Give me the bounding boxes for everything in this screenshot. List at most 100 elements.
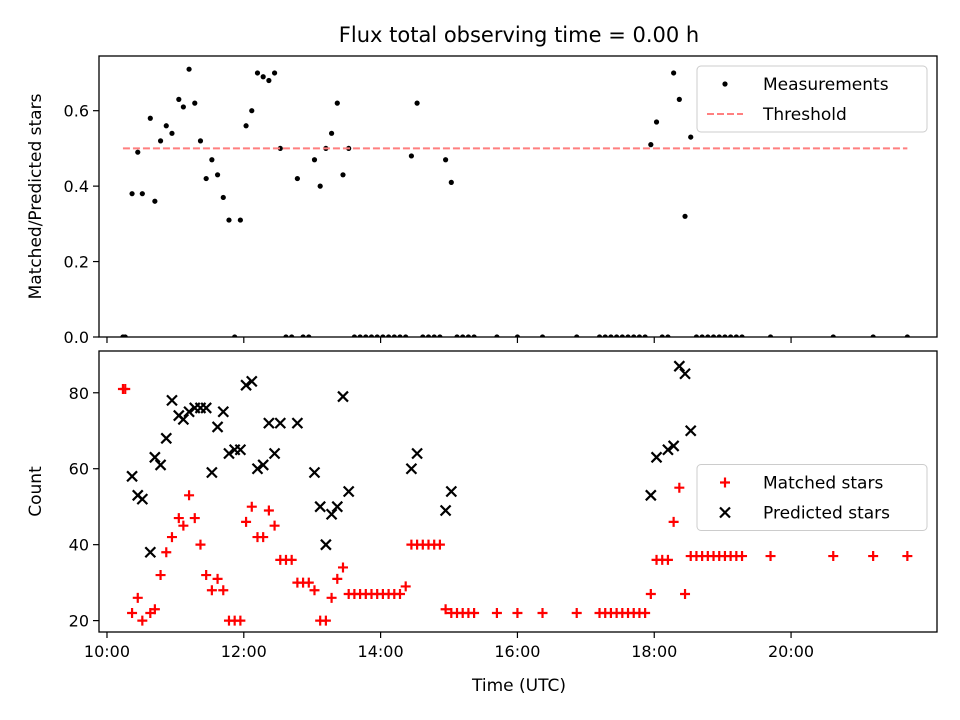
predicted-point [331,500,344,513]
data-point [277,145,283,152]
predicted-point [234,443,247,456]
data-point [688,134,694,140]
predicted-point [154,459,167,471]
data-point [139,191,145,197]
matched-point [149,604,160,615]
data-point [408,153,414,159]
y-tick-label: 20 [69,612,89,631]
data-point [653,119,660,125]
matched-point [258,532,269,543]
matched-point [765,551,776,562]
data-point [448,179,454,185]
legend-label: Predicted stars [763,504,890,524]
predicted-point [308,466,321,479]
matched-point [537,608,548,619]
predicted-point [126,470,138,483]
data-point [340,172,346,178]
matched-point [286,554,297,565]
data-point [220,194,226,201]
data-point [443,157,449,163]
data-point [163,123,169,129]
data-point [209,157,215,163]
data-point [254,70,261,76]
matched-point [571,608,582,619]
data-point [237,217,243,223]
predicted-point [445,485,458,498]
legend-box [696,65,928,133]
matched-point [212,573,223,584]
predicted-point [223,447,235,460]
x-tick-label: 14:00 [358,642,404,661]
axes-frame [98,350,938,633]
predicted-point [274,417,287,429]
legend-label: Measurements [763,75,889,95]
data-point [180,104,186,110]
data-point [147,115,153,121]
matched-point [469,608,480,619]
matched-point [303,577,314,588]
predicted-point [160,432,173,445]
matched-point [269,520,280,531]
predicted-point [177,413,190,426]
predicted-point [337,390,349,403]
data-point [169,130,175,136]
matched-point [173,513,184,524]
data-point [157,138,164,144]
predicted-point [291,417,304,429]
matched-point [434,539,445,550]
matched-point [674,482,685,493]
data-point [682,213,688,219]
predicted-point [667,440,680,452]
subplot-1: 0.0 0.2 0.4 0.6 Matched/Predicted stars Measu… [26,55,938,347]
data-point [192,100,198,106]
matched-point [512,608,523,619]
matched-point [201,570,212,581]
matched-point [127,608,138,619]
predicted-point [166,394,178,407]
y-axis-label: Matched/Predicted stars [26,93,46,299]
predicted-point [206,466,218,479]
data-point [197,138,204,144]
matched-point [241,516,252,527]
legend-label: Threshold [762,105,847,125]
predicted-point [240,379,252,391]
predicted-point [268,447,281,460]
matched-point [400,581,411,592]
matched-point [491,608,502,619]
legend-marker [719,506,731,519]
matched-point [166,532,177,543]
matched-point [246,501,257,512]
data-point [334,100,340,106]
predicted-point [251,462,264,475]
predicted-point [211,421,224,433]
matched-point [120,383,131,394]
data-point [214,172,221,178]
y-tick-label: 60 [69,460,89,479]
matched-point [155,570,166,581]
matched-point [337,562,348,573]
data-point [176,96,182,102]
predicted-point [325,508,338,521]
predicted-point [645,489,657,502]
y-axis-label: Count [26,466,46,517]
matched-point [868,551,879,562]
predicted-point [684,424,697,437]
matched-point [137,615,148,626]
predicted-point [662,443,674,456]
matched-point [662,554,673,565]
data-point [203,175,209,182]
predicted-point [439,504,452,517]
matched-point [263,505,274,516]
x-tick-label: 12:00 [221,642,267,661]
matched-point [737,551,748,562]
x-axis-label: Time (UTC) [471,676,566,696]
plot-data [117,360,913,626]
subplots: 0.0 0.2 0.4 0.6 Matched/Predicted stars Measu… [26,55,938,661]
data-point [317,183,323,189]
legend: Matched stars Predicted stars [696,464,928,531]
data-point [271,70,278,76]
data-point [294,175,300,182]
matched-point [828,551,839,562]
legend-marker [720,477,730,488]
